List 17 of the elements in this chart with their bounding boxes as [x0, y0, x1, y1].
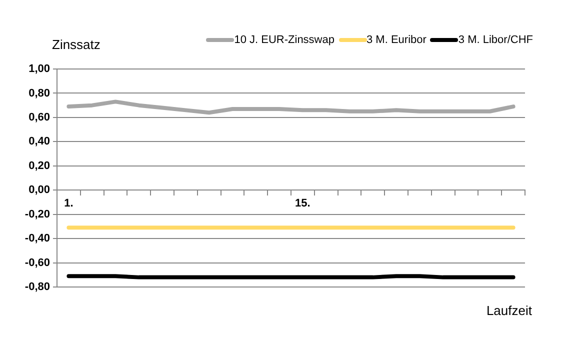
x-tick-label: 1. [64, 198, 74, 210]
y-axis-title: Zinssatz [52, 37, 100, 52]
y-tick-label: 0,60 [28, 111, 50, 124]
y-tick-label: 0,40 [28, 136, 50, 148]
y-tick-label: -0,40 [24, 232, 50, 245]
y-tick-label: -0,60 [24, 256, 50, 269]
x-axis-title: Laufzeit [486, 303, 532, 318]
y-tick-label: 1,00 [28, 63, 50, 76]
legend-label: 3 M. Euribor [366, 34, 426, 46]
y-tick-label: 0,20 [28, 160, 50, 172]
legend-label: 3 M. Libor/CHF [458, 34, 533, 46]
y-tick-label: -0,20 [24, 208, 50, 220]
y-tick-label: -0,80 [24, 281, 50, 294]
y-tick-label: 0,00 [28, 184, 50, 196]
y-tick-label: 0,80 [28, 87, 50, 100]
legend-label: 10 J. EUR-Zinsswap [234, 34, 334, 46]
x-tick-label: 15. [295, 198, 310, 210]
